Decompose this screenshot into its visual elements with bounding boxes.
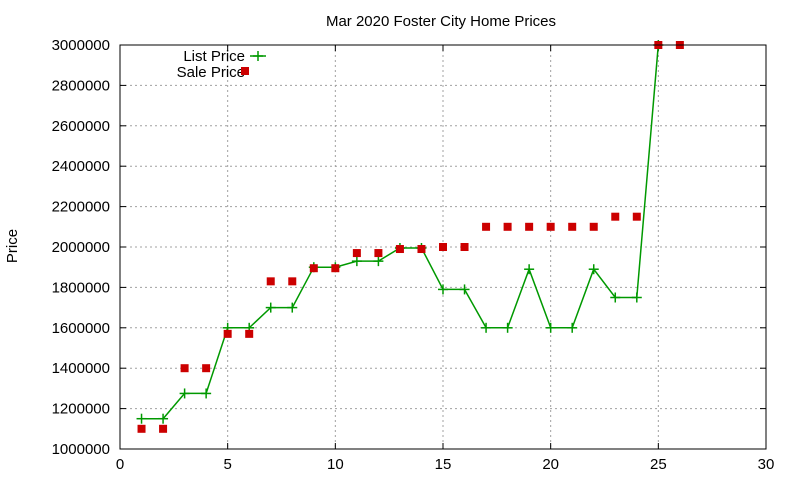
data-point-square: [288, 277, 297, 286]
series-layer: [136, 40, 684, 433]
data-point-plus: [588, 264, 599, 275]
data-point-square: [266, 277, 275, 286]
data-point-square: [589, 222, 598, 231]
data-point-plus: [481, 322, 492, 333]
x-tick-label: 30: [758, 456, 775, 473]
data-point-square: [568, 222, 577, 231]
x-tick-label: 15: [435, 456, 452, 473]
data-point-plus: [502, 322, 513, 333]
legend: List Price Sale Price: [177, 48, 266, 81]
data-point-plus: [287, 302, 298, 313]
data-point-square: [439, 243, 447, 251]
series-sale-price: [137, 41, 684, 433]
data-point-square: [395, 245, 404, 254]
data-point-square: [632, 212, 641, 221]
data-point-square: [482, 222, 491, 231]
data-point-plus: [567, 322, 578, 333]
legend-sample-list-price: [250, 51, 266, 61]
x-tick-label: 10: [327, 456, 344, 473]
plot-frame: [119, 44, 767, 450]
y-tick-label: 2400000: [52, 158, 110, 175]
data-point-square: [159, 424, 168, 433]
y-tick-label: 3000000: [52, 37, 110, 54]
data-point-square: [137, 424, 146, 433]
data-point-square: [417, 245, 426, 254]
data-point-square: [309, 264, 318, 273]
y-tick-label: 1200000: [52, 401, 110, 418]
data-point-plus: [351, 256, 362, 267]
data-point-square: [525, 222, 534, 231]
legend-label-list-price: List Price: [183, 48, 245, 65]
data-point-square: [331, 264, 340, 273]
data-point-square: [503, 222, 512, 231]
y-tick-label: 1600000: [52, 320, 110, 337]
legend-square: [241, 67, 249, 75]
x-tick-label: 25: [650, 456, 667, 473]
data-point-square: [374, 249, 383, 258]
data-point-square: [611, 212, 620, 221]
data-point-square: [223, 329, 232, 338]
data-point-plus: [524, 264, 535, 275]
data-point-plus: [201, 388, 212, 399]
x-tick-label: 20: [542, 456, 559, 473]
data-point-plus: [373, 256, 384, 267]
y-tick-label: 2800000: [52, 77, 110, 94]
axis-ticks: 0 5 10 15 20 25 30 1000000 1200000 1400000 1600000…: [52, 37, 775, 473]
data-point-plus: [265, 302, 276, 313]
data-point-square: [180, 364, 189, 373]
data-point-plus: [631, 292, 642, 303]
chart-title: Mar 2020 Foster City Home Prices: [326, 13, 556, 30]
x-tick-label: 0: [116, 456, 124, 473]
series-list-price: [136, 40, 664, 424]
legend-label-sale-price: Sale Price: [177, 64, 245, 81]
data-point-plus: [610, 292, 621, 303]
data-point-plus: [438, 284, 448, 295]
data-point-plus: [136, 413, 147, 424]
y-tick-label: 2200000: [52, 199, 110, 216]
data-point-square: [202, 364, 211, 373]
y-tick-label: 2000000: [52, 239, 110, 256]
series-line: [141, 44, 660, 420]
y-tick-label: 1400000: [52, 360, 110, 377]
data-point-plus: [158, 413, 169, 424]
y-tick-label: 2600000: [52, 118, 110, 135]
data-point-square: [460, 243, 469, 251]
x-tick-label: 5: [223, 456, 231, 473]
data-point-square: [546, 222, 555, 231]
legend-plus: [253, 51, 263, 61]
data-point-plus: [459, 284, 470, 295]
data-point-plus: [545, 322, 556, 333]
data-point-square: [245, 329, 254, 338]
legend-sample-sale-price: [241, 67, 249, 75]
y-axis-label: Price: [4, 229, 21, 263]
data-point-square: [352, 249, 361, 258]
y-tick-label: 1000000: [52, 441, 110, 458]
data-point-plus: [179, 388, 190, 399]
y-tick-label: 1800000: [52, 279, 110, 296]
